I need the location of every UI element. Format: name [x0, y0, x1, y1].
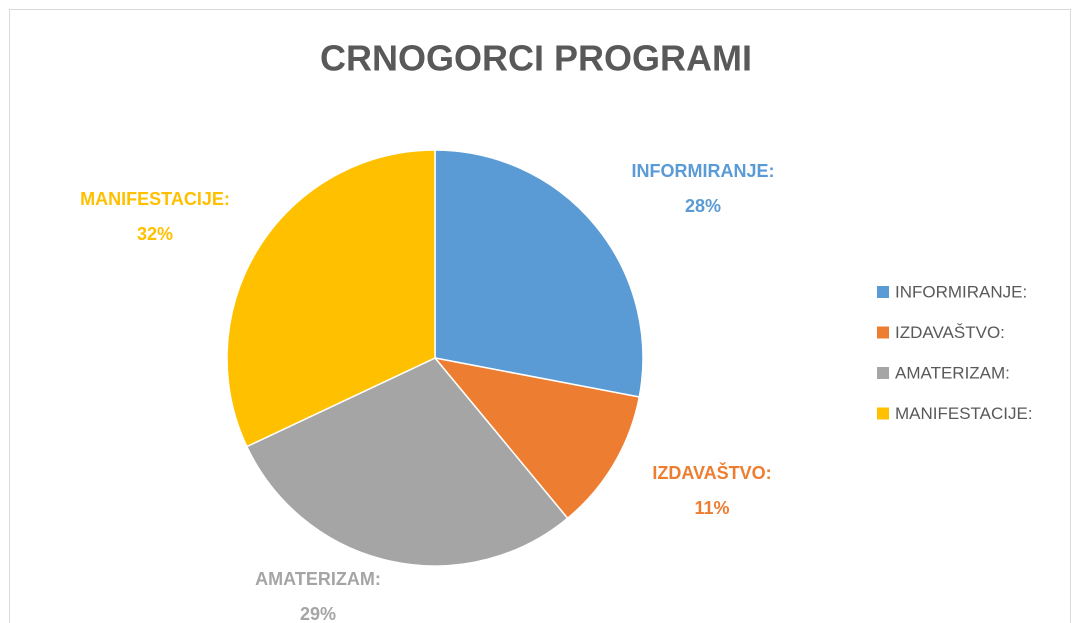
legend-swatch: [877, 326, 889, 339]
chart-title: CRNOGORCI PROGRAMI: [320, 38, 752, 79]
data-label-value: 28%: [685, 196, 721, 216]
legend-swatch: [877, 407, 889, 420]
pie-slice: [226, 149, 436, 448]
legend-swatch: [877, 367, 889, 379]
pie-slice: [245, 357, 569, 567]
legend-label: IZDAVAŠTVO:: [895, 323, 1005, 342]
data-label-name: MANIFESTACIJE:: [80, 189, 230, 209]
pie-slice: [434, 149, 644, 398]
data-label-value: 11%: [694, 498, 729, 518]
pie-slice: [433, 356, 641, 520]
data-label-name: INFORMIRANJE:: [632, 161, 775, 181]
legend-swatch: [877, 286, 889, 298]
legend-label: AMATERIZAM:: [895, 363, 1010, 382]
data-label-name: IZDAVAŠTVO:: [652, 462, 771, 483]
data-label-name: AMATERIZAM:: [255, 569, 381, 589]
legend-label: INFORMIRANJE:: [895, 282, 1027, 301]
legend-label: MANIFESTACIJE:: [895, 404, 1033, 423]
data-label-value: 32%: [137, 224, 173, 244]
data-label-value: 29%: [300, 604, 336, 623]
